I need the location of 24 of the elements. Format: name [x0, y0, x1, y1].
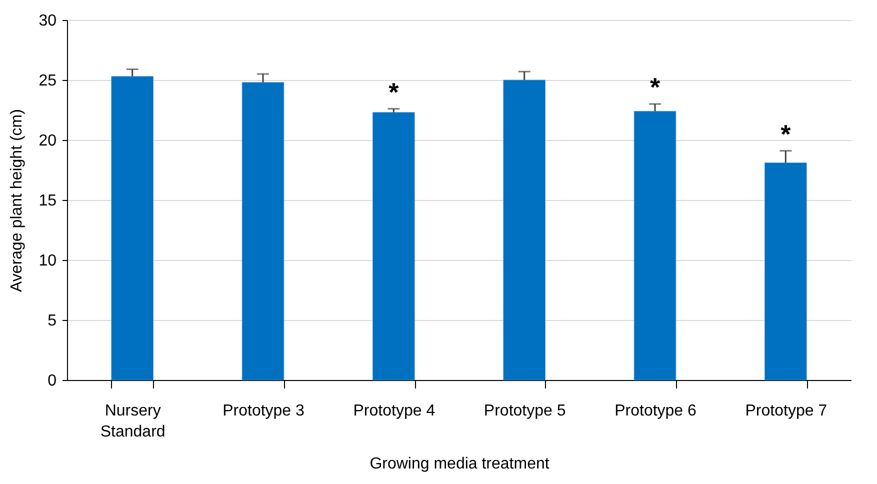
x-tick-label: Prototype 4	[353, 402, 436, 420]
y-tick-label: 15	[38, 192, 57, 210]
y-axis-title: Average plant height (cm)	[8, 109, 26, 292]
y-tick-label: 0	[48, 372, 57, 390]
data-label: *	[650, 72, 661, 102]
bar	[372, 112, 415, 380]
y-tick-label: 20	[38, 132, 57, 150]
bar	[764, 162, 807, 380]
data-label: *	[388, 76, 400, 107]
x-tick-label: Prototype 3	[222, 402, 305, 420]
bar	[111, 76, 154, 380]
y-tick-label: 5	[48, 312, 57, 330]
x-axis-title: Growing media treatment	[370, 456, 550, 472]
x-tick-label: Prototype 7	[745, 402, 828, 420]
bar	[503, 80, 546, 380]
y-tick-label: 30	[38, 12, 57, 30]
x-tick-label: Prototype 5	[484, 402, 566, 420]
y-tick-label: 10	[38, 252, 57, 270]
y-tick-label: 25	[38, 72, 57, 90]
data-label: *	[780, 118, 792, 149]
bar	[634, 110, 676, 380]
bar	[242, 82, 284, 380]
x-tick-label: Prototype 6	[614, 402, 697, 420]
x-tick-label: Nursery Standard	[100, 402, 166, 440]
